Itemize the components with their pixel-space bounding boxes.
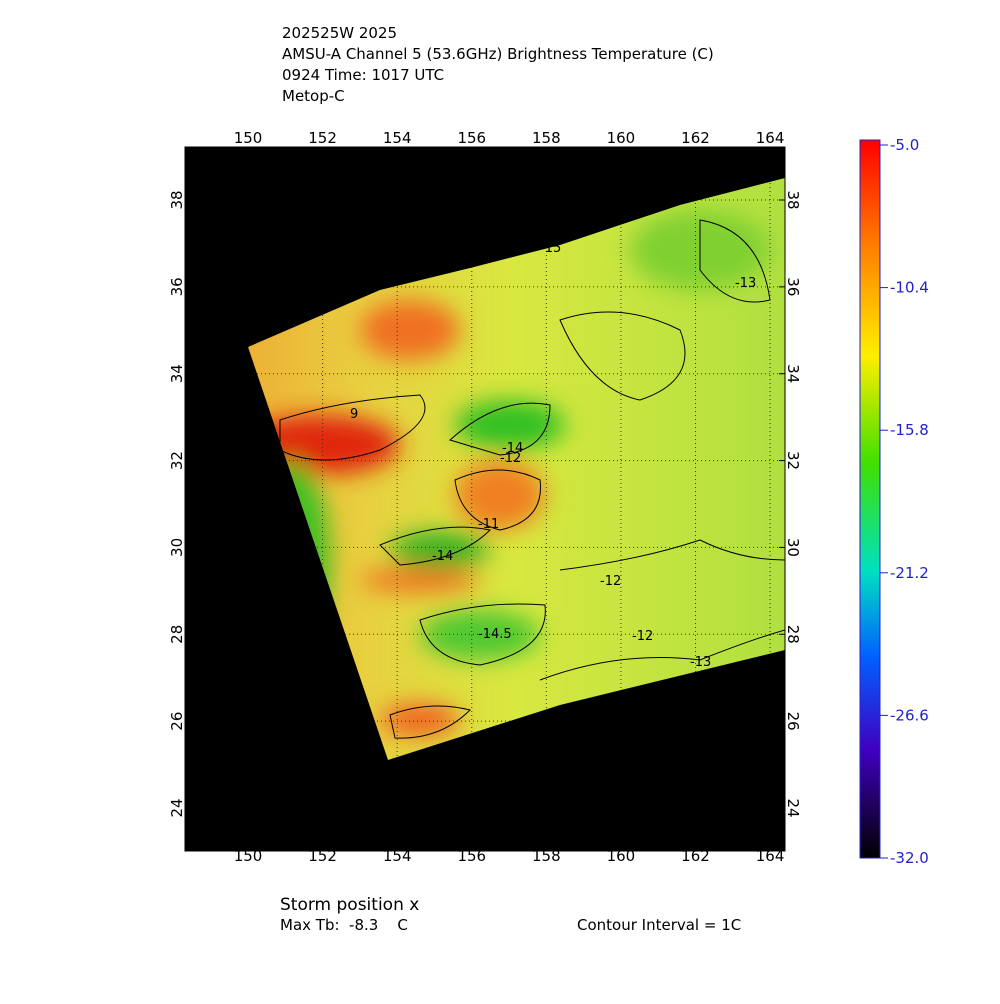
contour — [279, 394, 426, 461]
contour — [449, 402, 551, 456]
contours — [279, 219, 785, 739]
header-line: 202525W 2025 — [282, 24, 397, 42]
header-line: 0924 Time: 1017 UTC — [282, 66, 444, 84]
storm-position: Storm position x — [280, 895, 419, 915]
x-tick-label: 152 — [308, 847, 337, 865]
y-tick-label: 36 — [784, 277, 802, 296]
x-tick-label: 152 — [308, 129, 337, 147]
x-tick-label: 160 — [607, 129, 636, 147]
y-tick-label: 26 — [784, 712, 802, 731]
contour-label: 9 — [350, 407, 358, 422]
y-tick-label: 24 — [168, 798, 186, 817]
y-tick-label: 32 — [784, 451, 802, 470]
contour — [539, 629, 785, 681]
y-tick-label: 28 — [168, 625, 186, 644]
colorbar-tick-label: -26.6 — [890, 706, 929, 724]
contour-label: -13 — [690, 655, 711, 670]
x-tick-label: 160 — [607, 847, 636, 865]
y-tick-label: 38 — [784, 190, 802, 209]
contour-labels: 9 -12 -11 -14 -14.5 -12 -12 -13 -13 -15 … — [350, 241, 756, 670]
y-tick-label: 30 — [168, 538, 186, 557]
x-tick-label: 162 — [681, 129, 710, 147]
contour — [454, 469, 541, 531]
contour-label: -14 — [502, 441, 523, 456]
colorbar: -5.0 -10.4 -15.8 -21.2 -26.6 -32.0 — [859, 136, 929, 867]
y-tick-label: 30 — [784, 538, 802, 557]
x-tick-label: 158 — [532, 129, 561, 147]
header-line: Metop-C — [282, 87, 345, 105]
x-tick-label: 156 — [457, 129, 486, 147]
contour-interval: Contour Interval = 1C — [577, 916, 741, 934]
contour-label: -14 — [432, 549, 453, 564]
y-tick-label: 38 — [168, 190, 186, 209]
contour-label: -12 — [500, 451, 521, 466]
y-tick-label: 36 — [168, 277, 186, 296]
contour — [559, 311, 686, 401]
colorbar-tick-label: -21.2 — [890, 564, 929, 582]
y-tick-label: 24 — [784, 798, 802, 817]
axes: 150 150 152 152 154 154 156 156 158 158 160 160 162 1… — [168, 129, 802, 865]
y-tick-label: 26 — [168, 712, 186, 731]
x-tick-label: 150 — [234, 847, 263, 865]
colorbar-scale — [859, 139, 881, 859]
contour — [419, 603, 546, 666]
map-frame — [184, 146, 786, 852]
header-line: AMSU-A Channel 5 (53.6GHz) Brightness Te… — [282, 45, 714, 63]
x-tick-label: 154 — [383, 129, 412, 147]
x-tick-label: 158 — [532, 847, 561, 865]
footer: Storm position x Max Tb: -8.3 C Contour … — [280, 895, 741, 934]
contour — [389, 705, 471, 739]
contour-label: -14.5 — [478, 627, 512, 642]
x-tick-label: 162 — [681, 847, 710, 865]
colorbar-tick-label: -5.0 — [890, 136, 919, 154]
y-tick-label: 34 — [784, 364, 802, 383]
x-tick-label: 156 — [457, 847, 486, 865]
x-tick-label: 150 — [234, 129, 263, 147]
contour-label: -11 — [478, 517, 499, 532]
x-tick-label: 164 — [756, 847, 785, 865]
y-tick-label: 28 — [784, 625, 802, 644]
contour-label: -12 — [632, 629, 653, 644]
contour-label: -15 — [540, 241, 561, 256]
contour-label: -12 — [600, 574, 621, 589]
header: 202525W 2025 AMSU-A Channel 5 (53.6GHz) … — [282, 24, 714, 105]
contour — [379, 526, 492, 566]
colorbar-tick-label: -10.4 — [890, 279, 929, 297]
contour-label: -13 — [735, 276, 756, 291]
y-tick-label: 32 — [168, 451, 186, 470]
contour — [559, 539, 785, 571]
colorbar-tick-label: -32.0 — [890, 849, 929, 867]
max-tb: Max Tb: -8.3 C — [280, 916, 408, 934]
y-tick-label: 34 — [168, 364, 186, 383]
contour — [699, 219, 771, 303]
x-tick-label: 164 — [756, 129, 785, 147]
colorbar-tick-label: -15.8 — [890, 421, 929, 439]
x-tick-label: 154 — [383, 847, 412, 865]
